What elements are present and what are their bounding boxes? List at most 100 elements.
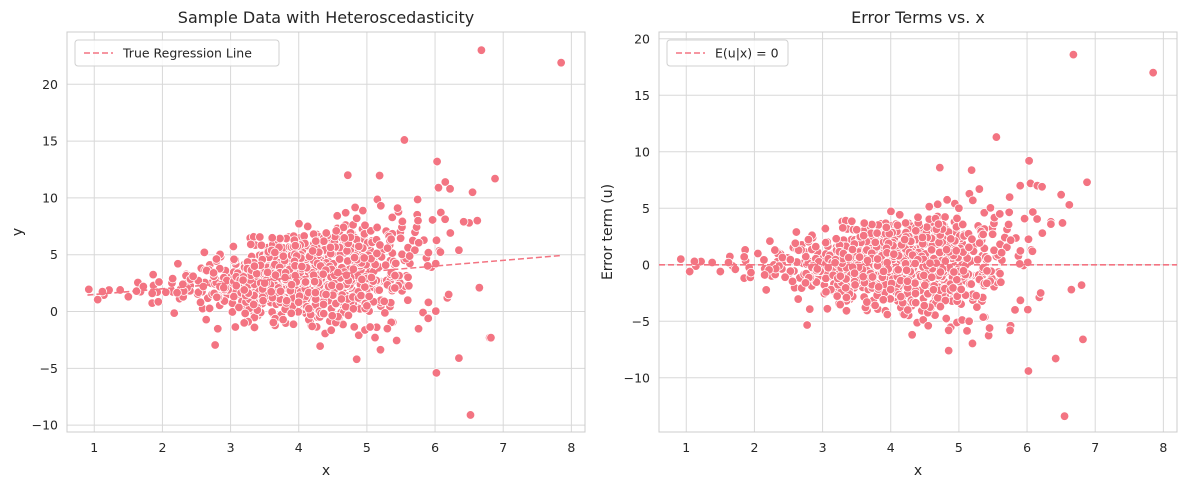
data-point bbox=[556, 57, 566, 68]
data-point bbox=[210, 340, 220, 350]
data-point bbox=[849, 268, 860, 278]
data-point bbox=[375, 345, 386, 355]
data-point bbox=[1037, 182, 1047, 192]
data-point bbox=[1015, 295, 1026, 306]
data-point bbox=[431, 368, 442, 378]
data-point bbox=[148, 269, 158, 280]
data-point bbox=[932, 199, 943, 210]
x-tick-label: 1 bbox=[90, 440, 98, 455]
data-point bbox=[935, 162, 945, 173]
data-point bbox=[386, 234, 396, 244]
data-point bbox=[440, 214, 450, 224]
x-tick-label: 2 bbox=[750, 440, 758, 455]
data-point bbox=[195, 297, 206, 308]
y-axis-label: y bbox=[10, 228, 26, 236]
x-tick-label: 3 bbox=[227, 440, 235, 455]
data-point bbox=[334, 254, 345, 264]
data-point bbox=[983, 254, 993, 264]
data-point bbox=[1028, 207, 1038, 217]
data-point bbox=[208, 268, 219, 278]
data-point bbox=[1023, 304, 1033, 315]
data-point bbox=[830, 258, 840, 268]
data-point bbox=[910, 258, 920, 269]
data-point bbox=[967, 234, 977, 244]
y-tick-label: 20 bbox=[634, 31, 650, 46]
data-point bbox=[391, 258, 401, 269]
data-point bbox=[943, 345, 954, 356]
data-point bbox=[374, 285, 384, 295]
data-point bbox=[882, 309, 893, 320]
data-point bbox=[943, 325, 954, 336]
data-point bbox=[490, 173, 500, 184]
data-point bbox=[851, 225, 862, 235]
data-point bbox=[387, 212, 397, 223]
data-point bbox=[785, 254, 796, 265]
data-point bbox=[341, 270, 352, 280]
data-point bbox=[188, 271, 198, 282]
data-point bbox=[445, 184, 455, 194]
data-point bbox=[342, 246, 352, 256]
data-point bbox=[1056, 190, 1066, 200]
data-point bbox=[925, 258, 935, 268]
data-point bbox=[290, 240, 301, 251]
data-point bbox=[365, 322, 375, 332]
data-point bbox=[403, 295, 413, 305]
data-point bbox=[1059, 411, 1070, 421]
data-point bbox=[867, 272, 878, 282]
x-tick-label: 7 bbox=[1091, 440, 1099, 455]
data-point bbox=[881, 222, 892, 233]
x-tick-label: 2 bbox=[158, 440, 166, 455]
data-point bbox=[280, 272, 290, 283]
y-tick-label: −10 bbox=[624, 370, 650, 385]
data-point bbox=[173, 259, 183, 269]
data-point bbox=[889, 249, 899, 259]
data-point bbox=[787, 276, 798, 287]
data-point bbox=[433, 182, 444, 193]
data-point bbox=[315, 341, 325, 351]
data-point bbox=[354, 241, 364, 252]
data-point bbox=[213, 324, 223, 334]
data-point bbox=[348, 304, 359, 314]
data-point bbox=[349, 252, 360, 263]
data-point bbox=[843, 252, 854, 263]
data-point bbox=[1004, 207, 1014, 217]
data-point bbox=[372, 248, 382, 259]
data-point bbox=[917, 232, 928, 243]
data-point bbox=[886, 206, 896, 217]
x-tick-label: 5 bbox=[363, 440, 371, 455]
data-point bbox=[982, 266, 992, 276]
data-point bbox=[995, 268, 1005, 279]
data-point bbox=[935, 301, 946, 312]
data-point bbox=[392, 203, 403, 213]
data-point bbox=[465, 410, 476, 420]
data-point bbox=[318, 299, 329, 310]
data-point bbox=[178, 279, 188, 289]
y-tick-label: 5 bbox=[642, 201, 650, 216]
data-point bbox=[198, 281, 209, 292]
data-point bbox=[770, 245, 780, 255]
data-point bbox=[228, 241, 239, 252]
data-point bbox=[318, 269, 328, 279]
data-point bbox=[332, 211, 342, 221]
data-point bbox=[376, 201, 386, 211]
data-point bbox=[791, 227, 802, 237]
data-point bbox=[1068, 49, 1079, 60]
data-point bbox=[154, 277, 164, 287]
data-point bbox=[911, 298, 921, 308]
data-point bbox=[458, 217, 469, 227]
data-point bbox=[229, 254, 239, 264]
data-point bbox=[974, 184, 985, 194]
right-chart-error-terms: 1 2 3 4 5 6 7 8 −10 −5 0 5 10 15 20 Error Terms vs. x x E… bbox=[600, 8, 1178, 479]
data-point bbox=[812, 264, 823, 274]
data-point bbox=[962, 326, 972, 336]
data-point bbox=[404, 251, 415, 261]
data-point bbox=[910, 288, 921, 299]
legend-box bbox=[666, 39, 789, 67]
data-point bbox=[258, 295, 268, 306]
data-point bbox=[333, 267, 343, 278]
data-point bbox=[414, 238, 424, 248]
data-point bbox=[262, 267, 273, 278]
data-point bbox=[996, 248, 1007, 258]
data-point bbox=[311, 236, 321, 246]
chart-title: Error Terms vs. x bbox=[851, 8, 985, 27]
